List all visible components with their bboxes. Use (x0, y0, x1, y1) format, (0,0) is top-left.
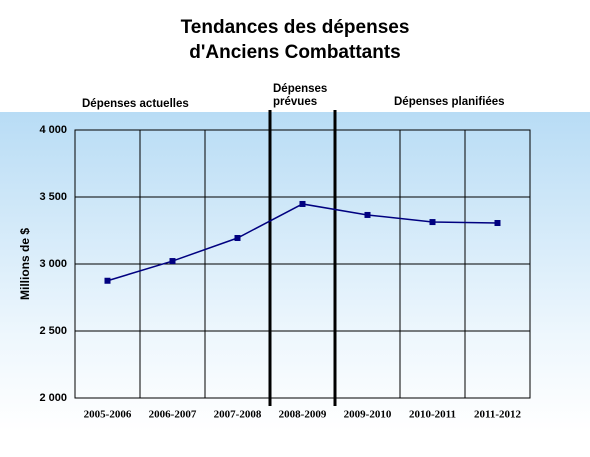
x-tick-label: 2007-2008 (214, 409, 262, 421)
x-tick-label: 2005-2006 (84, 409, 132, 421)
data-point (104, 277, 111, 284)
data-point (169, 258, 176, 265)
data-point (494, 219, 501, 226)
data-point (234, 235, 241, 242)
y-tick-label: 2 500 (39, 325, 67, 337)
annotation: Dépenses planifiées (394, 96, 505, 108)
x-tick-label: 2008-2009 (279, 409, 327, 421)
y-tick-label: 3 000 (39, 258, 67, 270)
data-point (299, 200, 306, 207)
x-tick-label: 2009-2010 (344, 409, 392, 421)
y-tick-label: 3 500 (39, 191, 67, 203)
y-axis-label: Millions de $ (18, 228, 32, 300)
y-tick-label: 4 000 (39, 124, 67, 136)
data-point (429, 219, 436, 226)
x-tick-label: 2011-2012 (474, 409, 522, 421)
annotation: Dépenses (273, 83, 327, 95)
background (0, 112, 590, 432)
chart-title: Tendances des dépenses (181, 17, 410, 38)
y-tick-label: 2 000 (39, 392, 67, 404)
x-tick-label: 2006-2007 (149, 409, 197, 421)
annotation: Dépenses actuelles (82, 98, 189, 110)
chart-title: d'Anciens Combattants (189, 42, 400, 63)
data-point (364, 211, 371, 218)
x-tick-label: 2010-2011 (409, 409, 456, 421)
annotation: prévues (273, 96, 317, 108)
